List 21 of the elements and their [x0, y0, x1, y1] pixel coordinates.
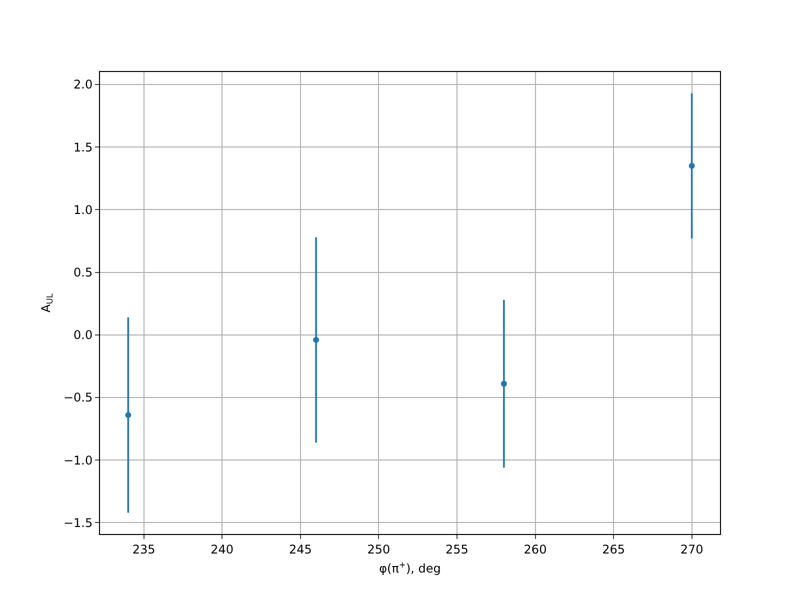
y-tick-label: 0.0	[74, 328, 93, 342]
point	[688, 162, 695, 169]
y-tick-label: 0.5	[74, 266, 93, 280]
x-tick-label: 250	[367, 542, 390, 556]
point	[125, 412, 132, 418]
y-tick-label: 1.5	[74, 140, 93, 154]
y-tick-label: −1.5	[63, 516, 93, 530]
x-tick-label: 245	[288, 542, 312, 556]
x-axis-title: φ(π$^{+}$), deg	[379, 559, 441, 576]
y-tick-label: 2.0	[74, 78, 93, 92]
x-tick-label: 255	[446, 542, 468, 556]
x-tick-label: 265	[602, 542, 625, 556]
y-tick-label: −1.0	[63, 453, 93, 468]
x-tick-label: 270	[680, 542, 704, 556]
point	[313, 336, 320, 343]
point	[500, 380, 507, 387]
y-tick-label: 1.0	[74, 202, 93, 217]
y-tick-label: −0.5	[63, 390, 93, 405]
x-tick-label: 260	[524, 542, 547, 556]
x-tick-label: 240	[210, 542, 234, 556]
x-tick-label: 235	[132, 542, 156, 556]
